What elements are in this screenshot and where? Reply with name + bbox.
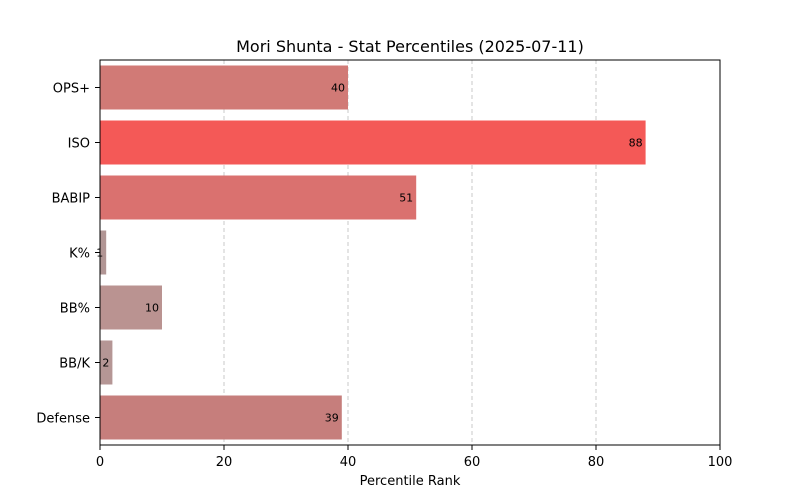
plot-frame <box>99 59 721 446</box>
bar <box>100 65 348 110</box>
grid <box>223 60 597 445</box>
y-axis: OPS+ ISO BABIP K% BB% BB/K Defense <box>36 82 100 427</box>
x-tick-label: 100 <box>708 455 733 470</box>
x-tick-label: 80 <box>588 455 605 470</box>
y-tick-label: K% <box>69 247 90 262</box>
y-tick-label: BB% <box>60 302 90 317</box>
bar-value-label: 2 <box>102 357 109 370</box>
x-tick-label: 0 <box>96 455 104 470</box>
bar <box>100 120 646 165</box>
bar <box>100 340 113 385</box>
bar <box>100 285 162 330</box>
bar-value-label: 10 <box>145 302 159 315</box>
bar-value-label: 39 <box>325 412 339 425</box>
bars <box>100 65 646 440</box>
bar <box>100 395 342 440</box>
bar <box>100 230 107 275</box>
bar-value-label: 40 <box>331 82 345 95</box>
x-tick-label: 40 <box>340 455 357 470</box>
x-axis: 0 20 40 60 80 100 <box>96 445 733 470</box>
bar-value-label: 51 <box>399 192 413 205</box>
x-axis-label: Percentile Rank <box>360 474 461 489</box>
x-tick-label: 60 <box>464 455 481 470</box>
y-tick-label: Defense <box>36 412 90 427</box>
y-tick-label: BB/K <box>59 357 90 372</box>
y-tick-label: ISO <box>68 137 90 152</box>
x-tick-label: 20 <box>216 455 233 470</box>
bar <box>100 175 417 220</box>
y-tick-label: BABIP <box>52 192 91 207</box>
bar-value-label: 88 <box>629 137 643 150</box>
chart-title: Mori Shunta - Stat Percentiles (2025-07-… <box>236 37 584 56</box>
y-tick-label: OPS+ <box>53 82 90 97</box>
